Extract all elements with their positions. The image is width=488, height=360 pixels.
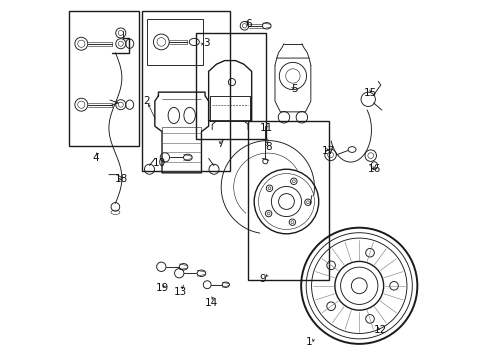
Text: 4: 4 xyxy=(92,153,99,163)
Text: 3: 3 xyxy=(203,38,210,48)
Text: 11: 11 xyxy=(259,123,272,133)
Text: 13: 13 xyxy=(174,287,187,297)
Text: 1: 1 xyxy=(305,337,312,347)
Text: 8: 8 xyxy=(264,142,271,152)
Text: 7: 7 xyxy=(216,139,223,149)
Bar xyxy=(196,33,265,139)
Text: 19: 19 xyxy=(156,283,169,293)
Bar xyxy=(147,19,202,65)
Text: 17: 17 xyxy=(322,145,335,156)
Bar xyxy=(142,12,230,171)
Text: 2: 2 xyxy=(143,96,150,106)
Text: 14: 14 xyxy=(204,298,217,308)
Text: 18: 18 xyxy=(115,174,128,184)
Text: 10: 10 xyxy=(152,158,165,168)
Text: 16: 16 xyxy=(367,164,380,174)
Text: 15: 15 xyxy=(363,88,376,98)
Bar xyxy=(69,12,139,146)
Text: 5: 5 xyxy=(291,84,297,94)
Text: 9: 9 xyxy=(259,274,266,284)
Text: 12: 12 xyxy=(373,325,386,335)
Text: 6: 6 xyxy=(244,19,251,29)
Bar xyxy=(247,121,328,280)
